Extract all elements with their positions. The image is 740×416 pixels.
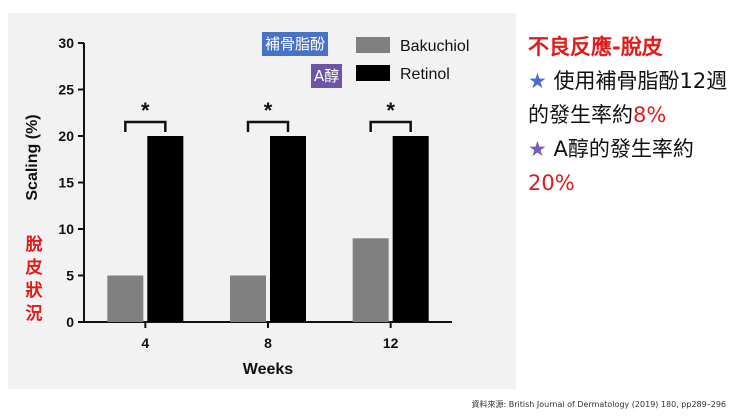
y-tick-label: 20 bbox=[58, 128, 74, 144]
y-tick-label: 15 bbox=[58, 175, 74, 191]
bar-bakuchiol bbox=[107, 275, 144, 322]
y-tick-label: 10 bbox=[58, 221, 74, 237]
retinol-note: ★ A醇的發生率約 20% bbox=[528, 132, 736, 200]
bakuchiol-note: ★ 使用補骨脂酚12週的發生率約8% bbox=[528, 64, 736, 132]
x-tick-label: 4 bbox=[141, 335, 149, 351]
chart-panel: 0 5 10 15 20 25 30 4 * 8 * 12 * Weeks Scaling (%) Bakuc… bbox=[8, 13, 516, 389]
legend-swatch-bakuchiol bbox=[356, 37, 390, 53]
bar-retinol bbox=[392, 136, 429, 322]
bar-chart: 0 5 10 15 20 25 30 4 * 8 * 12 * Weeks Scaling (%) Bakuc… bbox=[24, 35, 469, 378]
bakuchiol-rate: 8% bbox=[633, 103, 667, 127]
bar-retinol bbox=[270, 136, 306, 322]
x-tick-label: 8 bbox=[264, 335, 272, 351]
significance-bracket bbox=[246, 120, 290, 132]
retinol-note-text: A醇的發生率約 bbox=[553, 137, 694, 161]
bar-bakuchiol bbox=[230, 275, 266, 322]
y-tick-label: 0 bbox=[66, 314, 74, 330]
retinol-chinese-tag: A醇 bbox=[311, 64, 343, 88]
purple-star-icon: ★ bbox=[528, 137, 547, 161]
source-note: 資料來源: British Journal of Dermatology (20… bbox=[471, 400, 726, 409]
significance-bracket bbox=[124, 120, 167, 132]
bar-retinol bbox=[147, 136, 184, 322]
side-title: 不良反應-脫皮 bbox=[528, 35, 663, 59]
significance-star: * bbox=[386, 98, 395, 123]
bakuchiol-note-text: 使用補骨脂酚12週的發生率約 bbox=[528, 69, 728, 127]
y-tick-label: 30 bbox=[58, 35, 74, 51]
y-axis-title: Scaling (%) bbox=[24, 114, 41, 200]
legend-label-retinol: Retinol bbox=[400, 66, 450, 83]
x-axis-title: Weeks bbox=[243, 361, 294, 378]
blue-star-icon: ★ bbox=[528, 69, 547, 93]
bakuchiol-chinese-tag: 補骨脂酚 bbox=[262, 32, 329, 56]
retinol-rate: 20% bbox=[528, 171, 575, 195]
x-tick-label: 12 bbox=[383, 335, 399, 351]
legend-label-bakuchiol: Bakuchiol bbox=[400, 38, 469, 55]
y-axis-chinese-label: 脫皮狀況 bbox=[25, 235, 43, 324]
significance-star: * bbox=[141, 98, 150, 123]
significance-bracket bbox=[369, 120, 412, 132]
side-notes: 不良反應-脫皮 ★ 使用補骨脂酚12週的發生率約8% ★ A醇的發生率約 20% bbox=[528, 30, 736, 200]
y-tick-label: 5 bbox=[66, 268, 74, 284]
legend-swatch-retinol bbox=[356, 65, 390, 81]
significance-star: * bbox=[264, 98, 273, 123]
bar-bakuchiol bbox=[352, 238, 389, 322]
y-tick-label: 25 bbox=[58, 82, 74, 98]
